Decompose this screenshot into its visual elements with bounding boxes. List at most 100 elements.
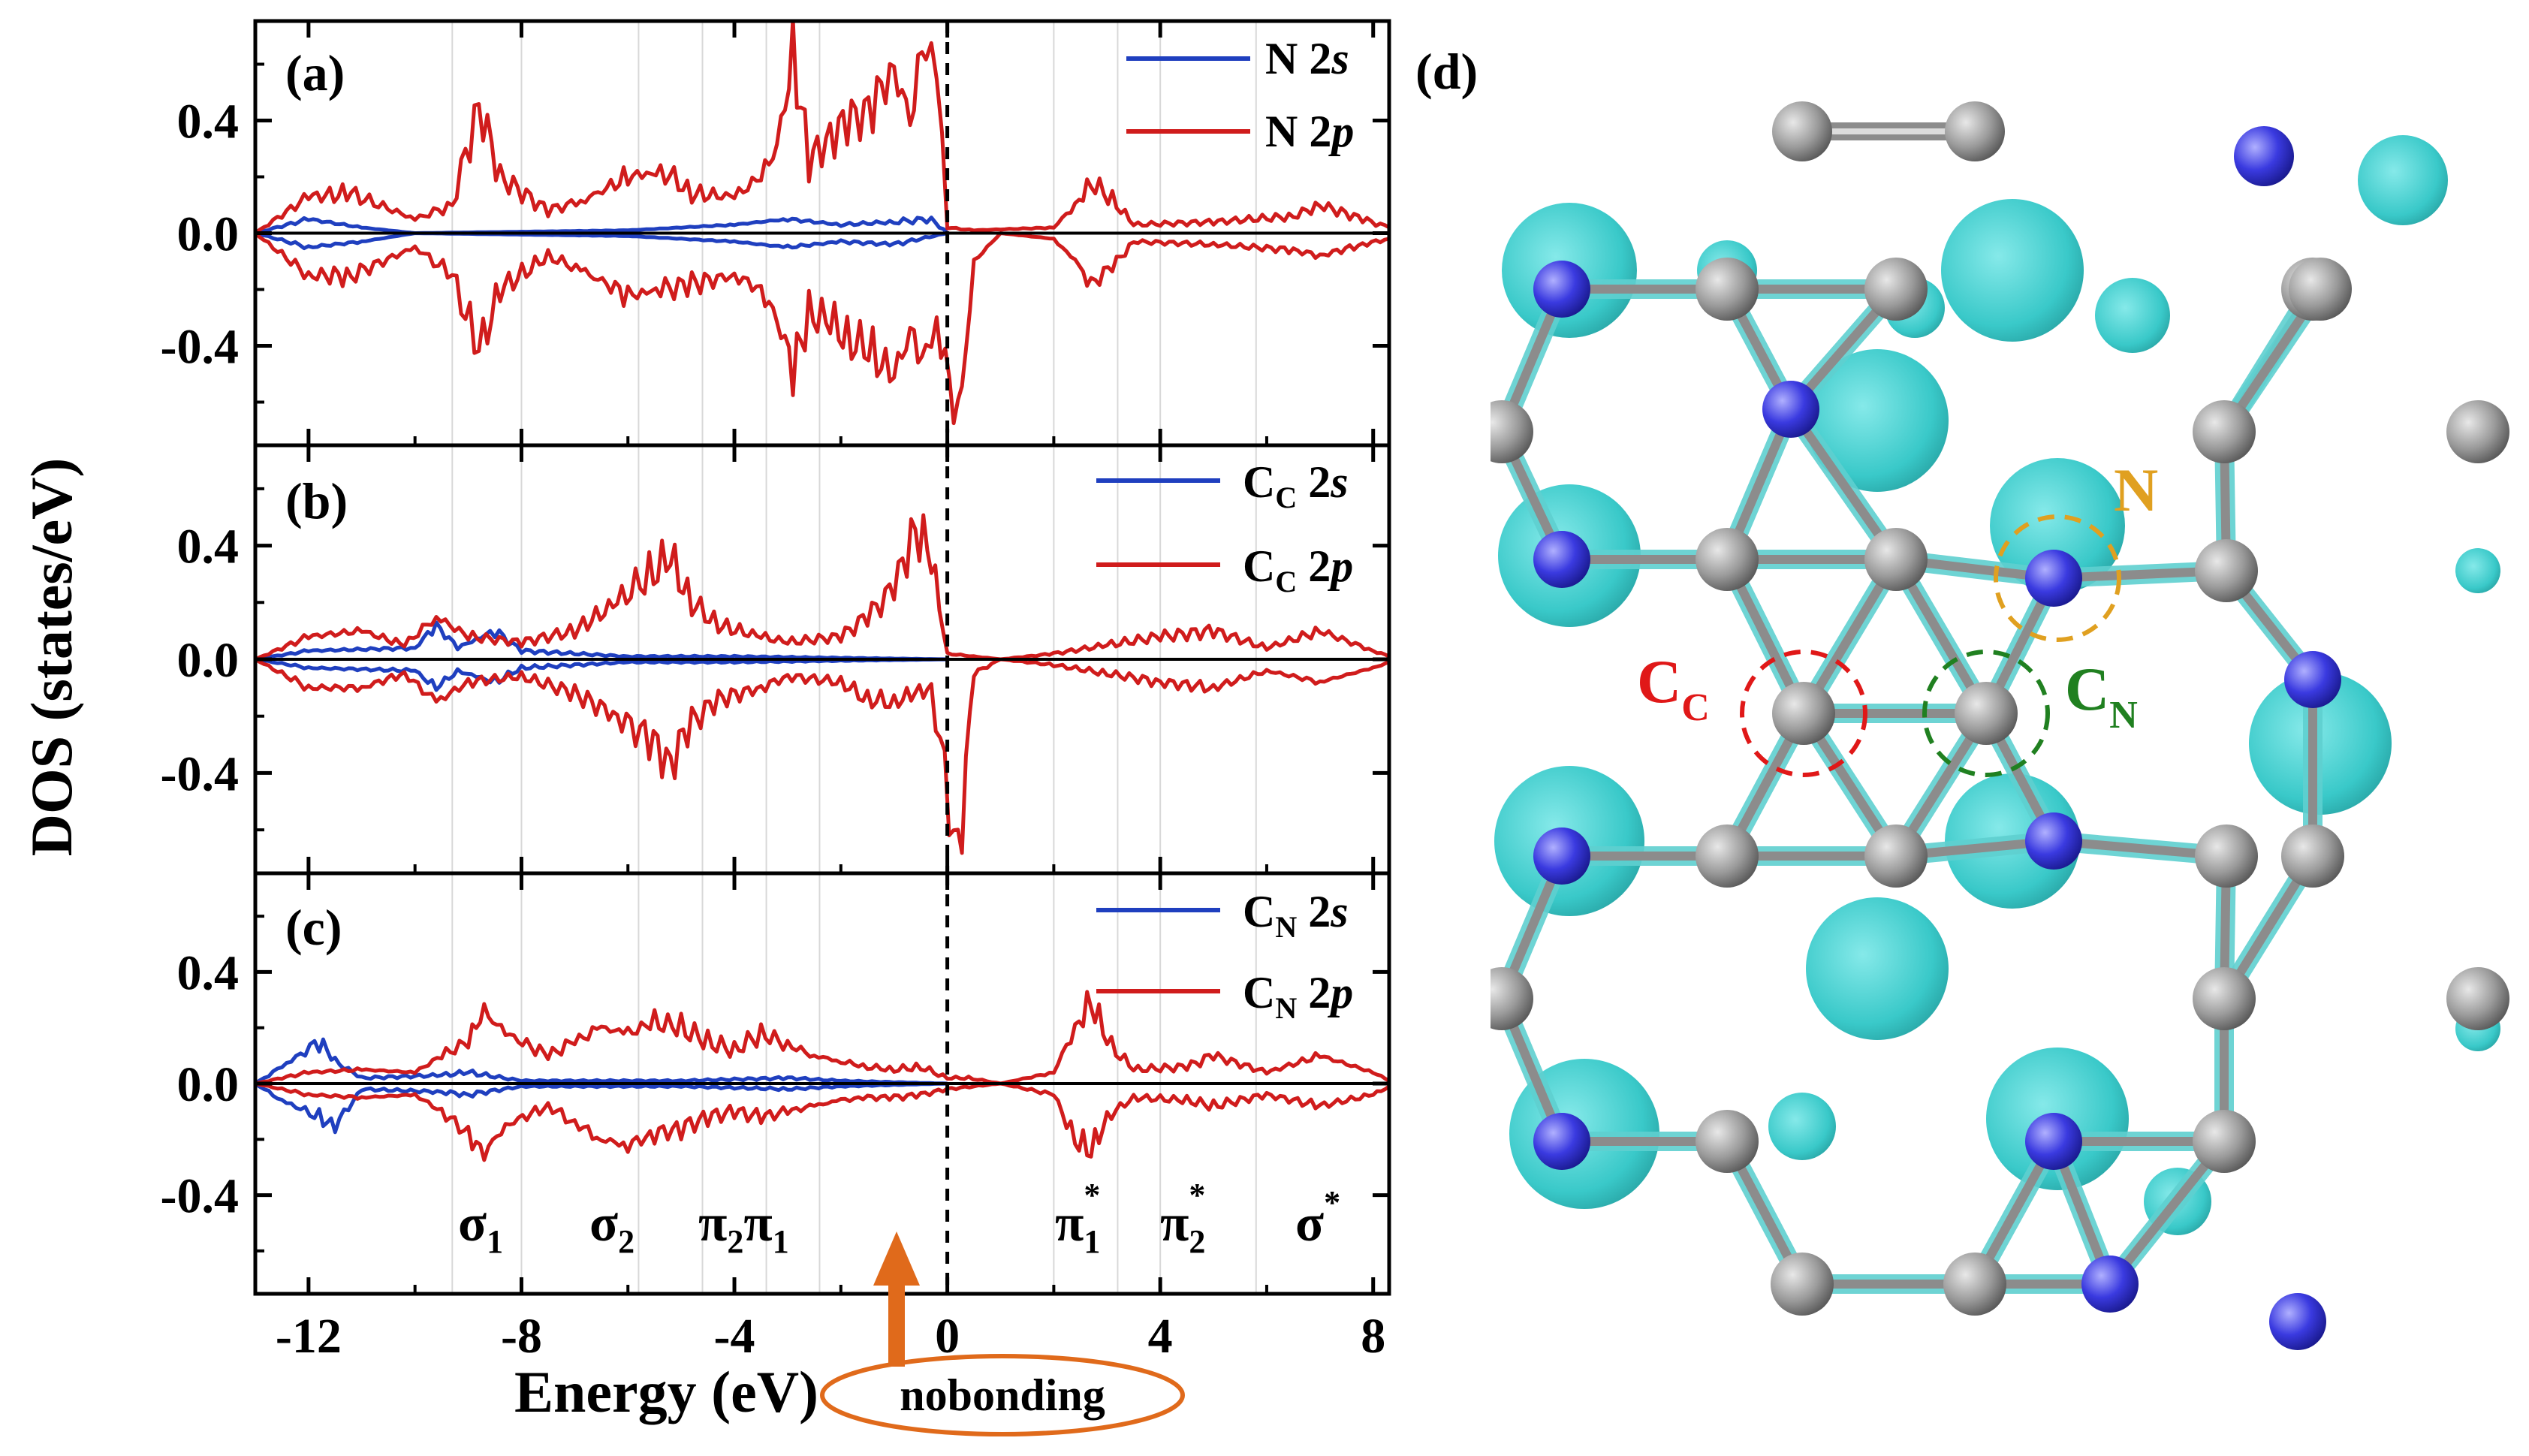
carbon-atom [2193, 967, 2256, 1030]
nitrogen-atom [1762, 381, 1819, 438]
y-tick-label: 0.0 [177, 633, 240, 688]
dos-line-n-2p-down [255, 231, 1389, 426]
isosurface-structure [1491, 135, 2509, 1350]
x-tick-label: -12 [276, 1309, 342, 1364]
x-tick-label: 0 [935, 1309, 960, 1364]
carbon-atom [1943, 1253, 2006, 1316]
top-atoms [1772, 101, 2294, 186]
legend-c-p: CN 2p [1243, 968, 1353, 1025]
band-label-sigmastar: σ* [1295, 1184, 1340, 1253]
carbon-atom [2446, 400, 2509, 463]
band-label-pi2pi1: π2π1 [698, 1195, 789, 1260]
dos-line-c_c-2s-down [255, 657, 948, 692]
carbon-atom [1955, 682, 2018, 745]
legend-a-p: N 2p [1265, 107, 1354, 156]
dos-line-n-2p-up [255, 21, 1389, 235]
carbon-atom [1772, 101, 1832, 161]
carbon-atom [2289, 258, 2352, 321]
x-tick-label: -4 [714, 1309, 755, 1364]
panel-a-curves [255, 21, 1389, 426]
nitrogen-atom [2234, 126, 2294, 186]
legend-a: N 2s N 2p [1126, 34, 1354, 156]
isosurface-blob [1990, 458, 2125, 593]
legend-c-s: CN 2s [1243, 887, 1349, 944]
band-label-sigma2: σ2 [589, 1195, 635, 1260]
nitrogen-atom [2269, 1293, 2326, 1350]
carbon-atom [2446, 967, 2509, 1030]
isosurface-blob [1941, 199, 2084, 342]
band-label-pi2star: π2* [1160, 1177, 1205, 1260]
site-cn-label: CN [2065, 655, 2138, 737]
carbon-atom [1771, 1253, 1834, 1316]
carbon-atom [1864, 528, 1928, 591]
nitrogen-atom [2081, 1256, 2139, 1313]
carbon-atom [2195, 539, 2258, 602]
isosurface-blob [1806, 897, 1949, 1040]
panel-b-curves [255, 513, 1389, 855]
nitrogen-atom [1533, 261, 1590, 318]
panel-label-b: (b) [285, 472, 348, 529]
nobonding-label: nobonding [900, 1370, 1105, 1420]
carbon-atom [1864, 824, 1928, 888]
nitrogen-atom [2025, 1113, 2082, 1170]
dos-line-n-2s-up [255, 216, 949, 235]
dos-line-c_n-2s-down [255, 1081, 948, 1135]
y-axis-title: DOS (states/eV) [19, 458, 84, 857]
x-tick-label: 8 [1361, 1309, 1385, 1364]
carbon-atom [2195, 824, 2258, 888]
legend-c: CN 2s CN 2p [1096, 887, 1353, 1025]
carbon-atom [1945, 101, 2005, 161]
y-tick-label: 0.4 [177, 95, 240, 149]
isosurface-blob [2455, 548, 2500, 593]
carbon-atom [2193, 1110, 2256, 1173]
nitrogen-atom [2025, 812, 2082, 870]
y-tick-label: -0.4 [161, 320, 239, 375]
carbon-atom [1696, 824, 1759, 888]
dos-line-c_n-2s-up [255, 1037, 948, 1086]
nitrogen-atom [1533, 1113, 1590, 1170]
panel-label-a: (a) [285, 44, 345, 101]
legend-b-s: CC 2s [1243, 457, 1349, 514]
carbon-atom [2281, 824, 2344, 888]
panel-c-curves [255, 990, 1389, 1162]
y-tick-label: 0.0 [177, 1057, 240, 1112]
carbon-atom [1696, 528, 1759, 591]
dos-curves [255, 21, 1389, 1162]
carbon-atom [1696, 258, 1759, 321]
nobonding-arrow [873, 1231, 920, 1367]
isosurface-blob [2095, 278, 2170, 353]
carbon-atom [1696, 1110, 1759, 1173]
dos-line-c_n-2p-down [255, 1081, 1389, 1162]
panel-label-d: (d) [1415, 43, 1478, 100]
dos-line-c_c-2p-down [255, 657, 1389, 855]
legend-b-p: CC 2p [1243, 541, 1353, 598]
nitrogen-atom [2025, 550, 2082, 607]
carbon-atom [1491, 400, 1533, 463]
isosurface-blob [1806, 349, 1949, 492]
carbon-atom [1491, 967, 1533, 1030]
band-label-sigma1: σ1 [458, 1195, 503, 1260]
dos-line-c_c-2s-up [255, 620, 948, 662]
dos-line-c_c-2p-up [255, 513, 1389, 662]
nitrogen-atom [1533, 827, 1590, 885]
dos-line-n-2s-down [255, 231, 948, 251]
panel-label-c: (c) [285, 899, 342, 956]
axis-ticks: 0.4 0.0 -0.4 0.4 0.0 -0.4 0.4 0.0 -0.4 -12 -8 -4 0 4 8 [161, 21, 1389, 1364]
y-tick-label: 0.4 [177, 520, 240, 574]
nitrogen-atom [1533, 531, 1590, 588]
site-cn-marker [1922, 650, 2050, 777]
x-tick-label: 4 [1148, 1309, 1173, 1364]
atoms [1491, 258, 2509, 1350]
legend-a-s: N 2s [1265, 34, 1349, 83]
dos-line-c_n-2p-up [255, 990, 1389, 1086]
x-axis-title: Energy (eV) [514, 1359, 818, 1424]
nitrogen-atom [2284, 651, 2341, 708]
isosurface-blob [2358, 135, 2448, 225]
x-tick-label: -8 [501, 1309, 542, 1364]
isosurface-blob [1768, 1093, 1836, 1160]
y-tick-label: 0.4 [177, 945, 240, 1000]
carbon-atom [1772, 682, 1835, 745]
nobonding-annotation: nobonding [820, 1231, 1185, 1436]
site-cc-marker [1740, 650, 1867, 777]
